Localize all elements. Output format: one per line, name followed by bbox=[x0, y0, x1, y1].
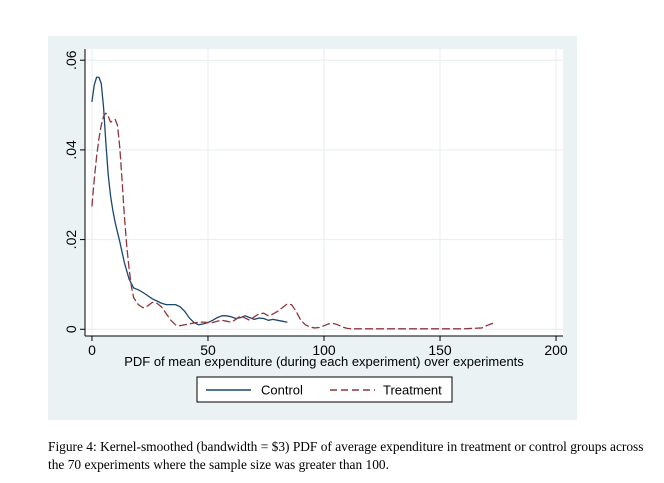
series-line-treatment bbox=[91, 112, 497, 330]
grid-lines bbox=[85, 49, 563, 336]
legend: Control Treatment bbox=[196, 376, 453, 403]
x-tick-label-3: 150 bbox=[428, 342, 452, 358]
legend-label-control: Control bbox=[261, 383, 303, 398]
x-tick-label-2: 100 bbox=[312, 342, 336, 358]
y-tick-label-1: .02 bbox=[63, 230, 79, 250]
legend-label-treatment: Treatment bbox=[383, 383, 442, 398]
x-tick-label-1: 50 bbox=[200, 342, 216, 358]
chart: 0 .02 .04 .06 0 50 100 150 200 PDF of mean expen… bbox=[63, 49, 568, 403]
x-tick-label-4: 200 bbox=[544, 342, 568, 358]
figure-panel: 0 .02 .04 .06 0 50 100 150 200 PDF of mean expen… bbox=[48, 36, 577, 420]
x-tick-label-0: 0 bbox=[88, 342, 96, 358]
tick-labels: 0 .02 .04 .06 0 50 100 150 200 bbox=[63, 50, 568, 358]
axes bbox=[80, 49, 563, 341]
series-line-control bbox=[91, 76, 288, 326]
y-tick-label-0: 0 bbox=[63, 325, 79, 333]
series-lines bbox=[91, 76, 497, 330]
y-tick-label-2: .04 bbox=[63, 140, 79, 160]
x-axis-title: PDF of mean expenditure (during each exp… bbox=[124, 354, 524, 369]
figure-caption: Figure 4: Kernel-smoothed (bandwidth = $… bbox=[48, 439, 644, 472]
y-tick-label-3: .06 bbox=[63, 50, 79, 70]
